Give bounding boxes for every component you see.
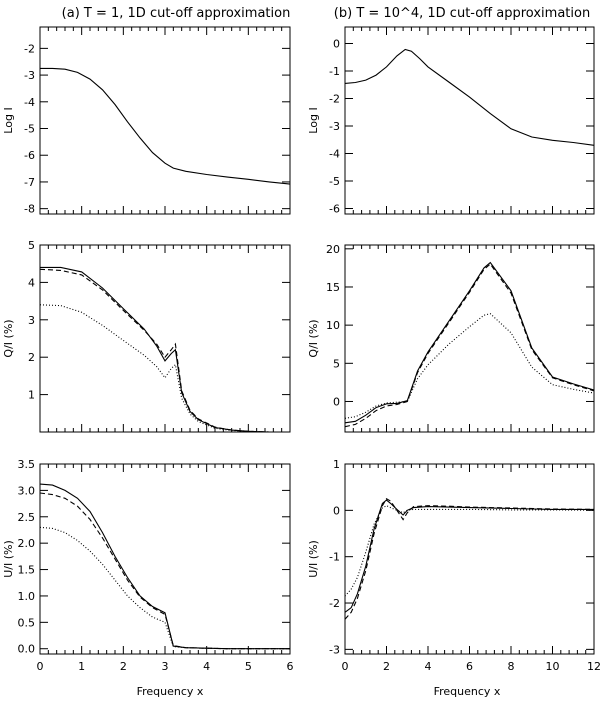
y-tick-label: 0.5	[18, 616, 36, 629]
y-tick-label: -2	[329, 93, 340, 106]
y-tick-label: -4	[329, 148, 340, 161]
y-axis-label: Log I	[2, 107, 15, 133]
plot-frame	[39, 463, 291, 655]
x-tick-label: 4	[425, 660, 432, 673]
y-tick-label: -7	[24, 176, 35, 189]
series-solid	[39, 483, 290, 650]
y-tick-label: 0	[333, 38, 340, 51]
series-solid	[344, 499, 594, 613]
y-tick-label: -1	[329, 65, 340, 78]
y-axis-label: Q/I (%)	[2, 319, 15, 357]
x-tick-label: 1	[78, 660, 85, 673]
y-tick-label: 5	[333, 357, 340, 370]
plot-frame	[344, 26, 595, 215]
series-dotted	[344, 505, 595, 597]
y-tick-label: 20	[326, 243, 340, 256]
y-tick-label: 0	[333, 504, 340, 517]
y-tick-label: 1	[28, 389, 35, 402]
plot-frame	[39, 26, 291, 215]
y-tick-label: 1.5	[18, 564, 36, 577]
y-axis-label: U/I (%)	[2, 540, 15, 578]
y-tick-label: -3	[329, 643, 340, 656]
series-solid	[344, 261, 595, 424]
x-tick-label: 2	[383, 660, 390, 673]
x-tick-label: 6	[466, 660, 473, 673]
series-solid	[40, 67, 291, 185]
series-dashed	[39, 492, 290, 650]
y-axis-label: U/I (%)	[307, 540, 320, 578]
panel-b-QI: 0 5 10 15 20 Q/I (%)	[307, 243, 595, 433]
series-dashed	[344, 263, 595, 428]
y-axis-label: Q/I (%)	[307, 319, 320, 357]
title-b: (b) T = 10^4, 1D cut-off approximation	[334, 6, 590, 21]
series-solid	[344, 48, 595, 146]
panel-a-QI: 1 2 3 4 5 Q/I (%)	[2, 239, 291, 433]
y-tick-label: 1.0	[18, 590, 36, 603]
series-dotted	[39, 304, 290, 433]
series-dotted	[344, 313, 595, 419]
series-dashed	[344, 498, 595, 620]
y-tick-label: 2	[28, 351, 35, 364]
y-tick-label: 15	[326, 281, 340, 294]
plot-frame	[344, 244, 595, 433]
panel-b-UI: 0 2 4 6 8 10 12 -3 -2 -1 0 1 U/I (%)	[307, 458, 600, 673]
x-tick-label: 6	[287, 660, 294, 673]
series-solid	[40, 266, 290, 433]
panel-b-logI: -6 -5 -4 -3 -2 -1 0 Log I	[307, 26, 595, 216]
y-tick-label: 4	[28, 276, 35, 289]
xlabel-b: Frequency x	[434, 685, 501, 698]
y-tick-label: -4	[24, 96, 35, 109]
x-tick-label: 5	[245, 660, 252, 673]
panel-a-UI: 0 1 2 3 4 5 6 0.0 0.5 1.0 1.5 2.0 2.5 3.0 3.5 U/I (%)	[2, 458, 294, 673]
plot-frame	[39, 244, 291, 433]
x-tick-label: 10	[546, 660, 560, 673]
y-tick-label: -6	[24, 149, 35, 162]
y-tick-label: 2.0	[18, 537, 36, 550]
x-tick-label: 0	[37, 660, 44, 673]
x-tick-label: 8	[508, 660, 515, 673]
y-tick-label: 3	[28, 314, 35, 327]
x-tick-label: 3	[162, 660, 169, 673]
y-tick-label: -2	[329, 597, 340, 610]
title-a-text: (a) T = 1, 1D cut-off approximation	[62, 6, 291, 21]
y-tick-label: 10	[326, 319, 340, 332]
y-tick-label: 0	[333, 395, 340, 408]
title-a: (a) T = 1, 1D cut-off approximation	[62, 6, 291, 21]
series-dotted	[39, 526, 290, 650]
y-tick-label: 0.0	[18, 643, 36, 656]
y-tick-label: 3.5	[18, 458, 36, 471]
y-tick-label: -1	[329, 551, 340, 564]
y-tick-label: 3.0	[18, 484, 36, 497]
panel-a-logI: -8 -7 -6 -5 -4 -3 -2 Log I	[2, 26, 291, 216]
x-tick-label: 4	[203, 660, 210, 673]
y-axis-label: Log I	[307, 107, 320, 133]
y-tick-label: 1	[333, 458, 340, 471]
title-b-text: (b) T = 10^4, 1D cut-off approximation	[334, 6, 590, 21]
y-tick-label: 5	[28, 239, 35, 252]
x-tick-label: 2	[120, 660, 127, 673]
xlabel-a: Frequency x	[137, 685, 204, 698]
y-tick-label: -5	[329, 175, 340, 188]
y-tick-label: -8	[24, 203, 35, 216]
series-dashed	[39, 268, 290, 433]
y-tick-label: -5	[24, 123, 35, 136]
y-tick-label: -2	[24, 42, 35, 55]
y-tick-label: -6	[329, 203, 340, 216]
x-tick-label: 12	[587, 660, 600, 673]
y-tick-label: 2.5	[18, 511, 36, 524]
plot-frame	[344, 463, 595, 655]
y-tick-label: -3	[329, 120, 340, 133]
x-tick-label: 0	[342, 660, 349, 673]
y-tick-label: -3	[24, 69, 35, 82]
